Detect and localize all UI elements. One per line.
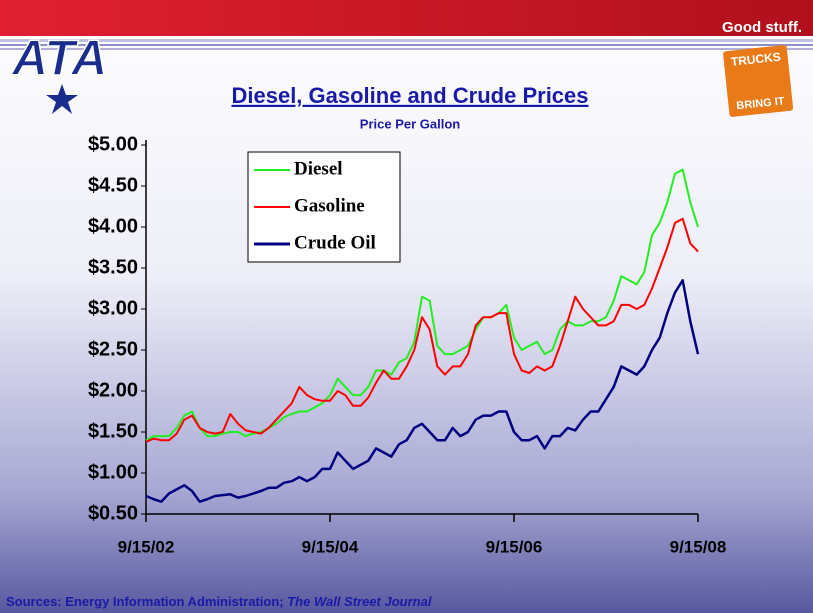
source-text: Sources: Energy Information Administrati… <box>6 594 287 609</box>
badge-box <box>723 45 794 117</box>
stripe <box>0 44 813 46</box>
x-tick-label: 9/15/08 <box>670 537 727 556</box>
legend-label: Diesel <box>294 158 343 179</box>
y-tick-label: $4.00 <box>88 215 138 237</box>
stripe <box>0 36 813 39</box>
source: Sources: Energy Information Administrati… <box>6 594 432 609</box>
badge-text: TRUCKS <box>730 50 781 69</box>
y-tick-label: $1.00 <box>88 461 138 483</box>
stripe <box>0 39 813 42</box>
line <box>145 168 699 442</box>
y-tick-label: $5.00 <box>88 133 138 155</box>
banner <box>0 0 813 36</box>
y-tick-label: $0.50 <box>88 502 138 524</box>
y-tick-label: $2.50 <box>88 338 138 360</box>
chart-title: Diesel, Gasoline and Crude Prices <box>231 83 588 108</box>
legend-label: Gasoline <box>294 195 365 216</box>
badge: TRUCKS BRING IT <box>723 45 794 117</box>
logo: ATA <box>10 30 107 86</box>
line <box>145 217 699 443</box>
badge-text: BRING IT <box>736 95 786 112</box>
tagline: Good stuff. <box>722 19 802 36</box>
y-tick-label: $1.50 <box>88 420 138 442</box>
y-tick-label: $4.50 <box>88 174 138 196</box>
source-text: The Wall Street Journal <box>287 594 432 609</box>
legend-label: Crude Oil <box>294 232 376 253</box>
stripe <box>0 48 813 50</box>
logo-star <box>46 84 78 114</box>
y-tick-label: $2.00 <box>88 379 138 401</box>
y-tick-label: $3.00 <box>88 297 138 319</box>
x-tick-label: 9/15/06 <box>486 537 543 556</box>
y-tick-label: $3.50 <box>88 256 138 278</box>
x-tick-label: 9/15/02 <box>118 537 175 556</box>
line <box>145 279 700 503</box>
chart-subtitle: Price Per Gallon <box>360 116 460 131</box>
x-tick-label: 9/15/04 <box>302 537 359 556</box>
